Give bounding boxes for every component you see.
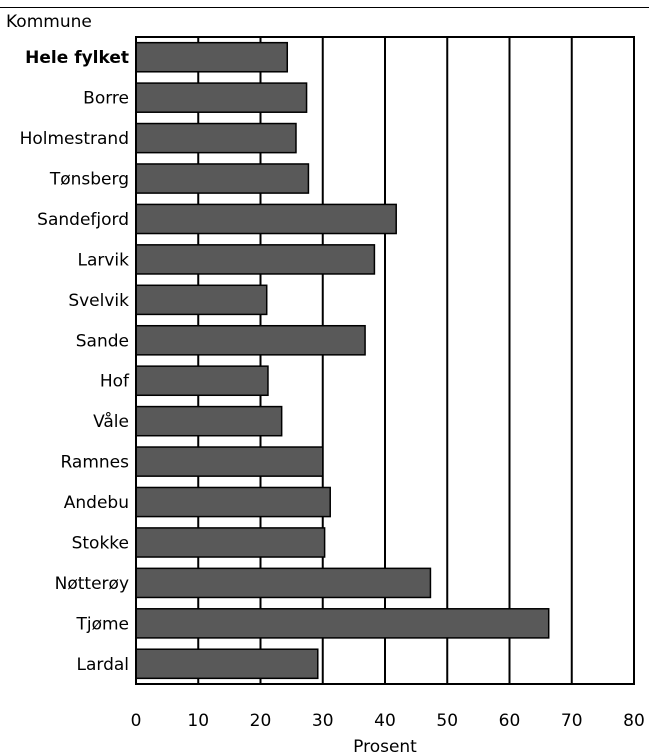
bar <box>135 163 310 194</box>
category-label: Sandefjord <box>37 210 129 230</box>
category-axis-title: Kommune <box>6 12 92 32</box>
bar <box>135 567 432 599</box>
x-tick-labels: 0 10 20 30 40 50 60 70 80 <box>131 711 645 731</box>
x-tick-label: 70 <box>561 711 583 731</box>
x-tick-label: 60 <box>499 711 521 731</box>
bar <box>135 486 331 518</box>
x-tick-label: 10 <box>187 711 209 731</box>
category-label: Svelvik <box>68 291 129 311</box>
bar <box>135 365 269 397</box>
x-tick-label: 80 <box>623 711 645 731</box>
category-label: Borre <box>83 89 129 109</box>
bar <box>135 527 326 558</box>
x-tick-label: 20 <box>250 711 272 731</box>
category-label: Tønsberg <box>49 170 129 190</box>
bar <box>135 122 297 154</box>
bar <box>135 41 289 73</box>
bar <box>135 244 376 275</box>
bar <box>135 284 268 316</box>
bar <box>135 203 397 235</box>
bar <box>135 446 324 477</box>
category-label: Holmestrand <box>20 129 129 149</box>
bars <box>135 41 550 680</box>
category-label: Våle <box>93 411 129 432</box>
category-label: Hele fylket <box>25 48 129 68</box>
category-label: Lardal <box>76 655 129 675</box>
bar <box>135 324 366 356</box>
category-label: Hof <box>100 372 130 392</box>
category-label: Stokke <box>72 533 129 553</box>
plot-frame <box>135 36 635 685</box>
category-label: Larvik <box>77 250 129 270</box>
x-tick-label: 40 <box>374 711 396 731</box>
x-tick-label: 50 <box>436 711 458 731</box>
bar <box>135 608 550 639</box>
category-label: Ramnes <box>60 453 129 473</box>
category-label: Andebu <box>64 493 129 513</box>
bar <box>135 405 283 437</box>
x-tick-label: 30 <box>312 711 334 731</box>
x-tick-label: 0 <box>131 711 142 731</box>
category-label: Sande <box>76 331 129 351</box>
x-axis-title: Prosent <box>353 737 417 755</box>
category-label: Nøtterøy <box>55 574 129 594</box>
bar <box>135 82 308 113</box>
category-labels: Hele fylket Borre Holmestrand Tønsberg Sande… <box>20 48 130 675</box>
bar <box>135 648 319 680</box>
category-label: Tjøme <box>75 614 129 634</box>
